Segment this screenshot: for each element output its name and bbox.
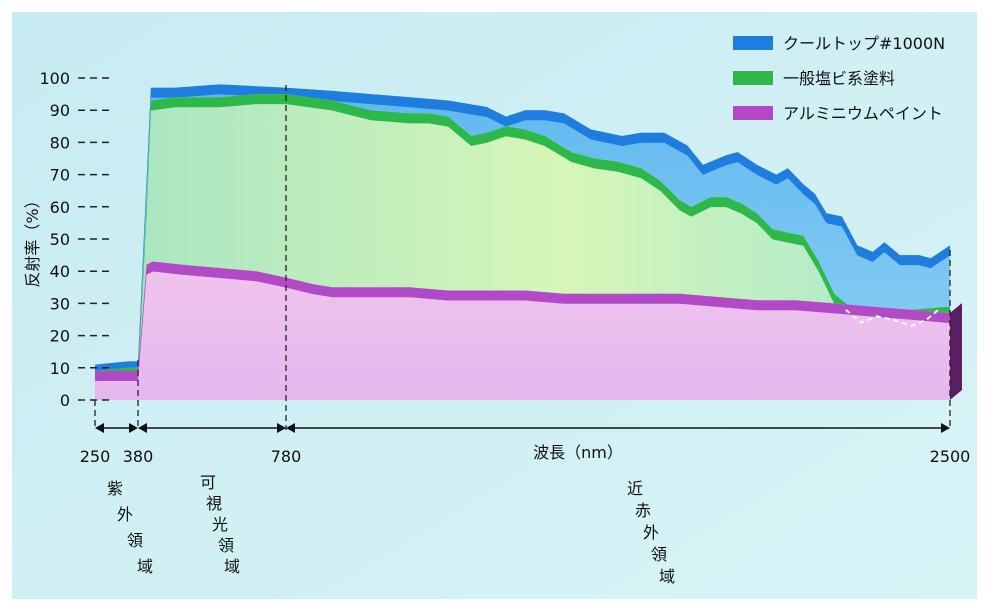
y-tick-label: 60 <box>50 198 70 217</box>
x-tick-label: 2500 <box>930 447 971 466</box>
y-tick-label: 80 <box>50 133 70 152</box>
region-label-char: 赤 <box>635 501 651 520</box>
legend-swatch <box>733 71 773 85</box>
y-tick-label: 20 <box>50 327 70 346</box>
legend-swatch <box>733 106 773 120</box>
series-area-aluminum <box>95 261 950 400</box>
region-label-char: 領 <box>127 531 143 550</box>
region-label-char: 視 <box>206 494 222 513</box>
series-line-aluminum <box>95 261 950 381</box>
region-label-char: 域 <box>137 557 153 576</box>
region-label-char: 領 <box>218 536 234 555</box>
arrow-head <box>277 423 286 433</box>
x-axis-label: 波長（nm） <box>533 443 623 462</box>
legend-label: アルミニウムペイント <box>783 104 943 123</box>
legend-label: クールトップ#1000N <box>783 34 945 53</box>
region-label-char: 光 <box>212 515 228 534</box>
series-line-cooltop <box>95 84 950 375</box>
dashed-annotation <box>845 309 940 327</box>
y-tick-label: 0 <box>60 391 70 410</box>
areas-layer <box>95 84 962 401</box>
side-wall <box>950 303 962 400</box>
legend-label: 一般塩ビ系塗料 <box>783 69 895 88</box>
region-label-char: 紫 <box>107 479 123 498</box>
region-label-char: 領 <box>651 545 667 564</box>
y-tick-label: 50 <box>50 230 70 249</box>
axes-layer: 0 10 20 30 40 50 60 70 80 90 100 反射率（%） 250 380 780 250… <box>23 69 970 466</box>
y-tick-label: 70 <box>50 166 70 185</box>
region-label-char: 域 <box>659 567 675 586</box>
y-tick-label: 10 <box>50 359 70 378</box>
y-tick-label: 30 <box>50 294 70 313</box>
y-axis-label: 反射率（%） <box>23 192 42 287</box>
legend-swatch <box>733 36 773 50</box>
arrow-head <box>941 423 950 433</box>
x-tick-label: 250 <box>80 447 111 466</box>
y-tick-label: 100 <box>39 69 70 88</box>
y-tick-label: 90 <box>50 101 70 120</box>
arrow-head <box>95 423 104 433</box>
series-line-pvc <box>95 94 950 381</box>
x-tick-label: 380 <box>123 447 154 466</box>
arrow-head <box>138 423 147 433</box>
region-label-char: 可 <box>200 473 216 492</box>
x-tick-label: 780 <box>271 447 302 466</box>
region-label-char: 近 <box>627 479 643 498</box>
region-label-char: 外 <box>643 523 659 542</box>
region-label-char: 外 <box>117 505 133 524</box>
y-tick-label: 40 <box>50 262 70 281</box>
arrow-head <box>129 423 138 433</box>
arrow-head <box>286 423 295 433</box>
region-label-char: 域 <box>224 557 240 576</box>
